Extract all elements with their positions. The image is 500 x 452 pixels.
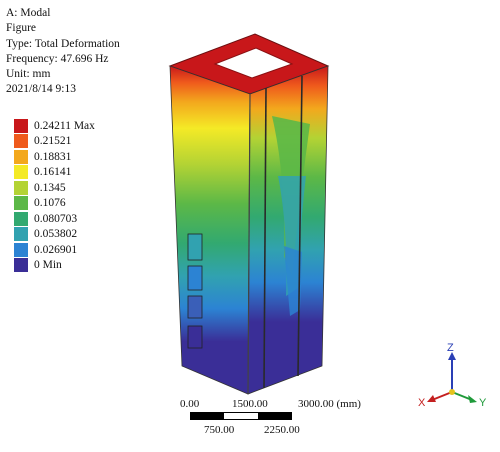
contour-legend: 0.24211 Max 0.21521 0.18831 0.16141 0.13… [14, 118, 95, 273]
scale-segment [224, 412, 258, 420]
model-top-opening [213, 47, 294, 79]
legend-swatch [14, 180, 28, 195]
legend-item: 0.18831 [14, 149, 95, 165]
legend-item: 0.24211 Max [14, 118, 95, 134]
legend-item: 0 Min [14, 258, 95, 274]
legend-swatch [14, 242, 28, 257]
legend-item: 0.1076 [14, 196, 95, 212]
window-opening [187, 233, 203, 261]
scale-label-3000: 3000.00 (mm) [298, 398, 361, 410]
legend-item: 0.026901 [14, 242, 95, 258]
z-axis-arrow [448, 352, 456, 360]
legend-swatch [14, 211, 28, 226]
legend-label: 0.1076 [34, 197, 66, 210]
scale-label-0: 0.00 [180, 398, 200, 410]
legend-label: 0.080703 [34, 212, 78, 225]
contour-band [278, 176, 306, 296]
unit: Unit: mm [6, 68, 51, 81]
legend-item: 0.080703 [14, 211, 95, 227]
legend-item: 0.053802 [14, 227, 95, 243]
legend-label: 0 Min [34, 259, 62, 272]
triad-origin [449, 389, 455, 395]
legend-item: 0.1345 [14, 180, 95, 196]
edge-line [297, 75, 303, 377]
scale-segment [190, 412, 224, 420]
timestamp: 2021/8/14 9:13 [6, 83, 76, 96]
legend-label: 0.18831 [34, 150, 72, 163]
edge-line [263, 87, 267, 389]
x-axis-line [431, 391, 453, 401]
scale-bar: 0.00 1500.00 3000.00 (mm) 750.00 2250.00 [168, 398, 368, 448]
edge-line [247, 93, 251, 395]
legend-swatch [14, 165, 28, 180]
scale-label-750: 750.00 [204, 424, 235, 436]
window-opening [187, 325, 203, 349]
x-axis-label: X [418, 397, 426, 409]
axis-triad: Z X Y [418, 342, 487, 409]
y-axis-line [451, 391, 473, 401]
legend-label: 0.1345 [34, 181, 66, 194]
y-axis-arrow [468, 395, 477, 403]
result-info: A: Modal Figure Type: Total Deformation … [6, 6, 120, 98]
frequency: Frequency: 47.696 Hz [6, 52, 109, 65]
deformed-model[interactable] [160, 26, 340, 396]
x-axis-arrow [427, 395, 436, 402]
legend-label: 0.16141 [34, 166, 72, 179]
legend-label: 0.24211 Max [34, 119, 95, 132]
legend-swatch [14, 134, 28, 149]
legend-item: 0.16141 [14, 165, 95, 181]
y-axis-label: Y [479, 397, 487, 409]
window-opening [187, 265, 203, 291]
scale-label-1500: 1500.00 [232, 398, 268, 410]
legend-swatch [14, 258, 28, 273]
scale-segment [258, 412, 292, 420]
legend-item: 0.21521 [14, 134, 95, 150]
figure-label: Figure [6, 22, 37, 35]
legend-swatch [14, 149, 28, 164]
legend-swatch [14, 196, 28, 211]
analysis-name: A: Modal [6, 7, 51, 19]
contour-band [284, 246, 302, 316]
window-opening [187, 295, 203, 319]
result-type: Type: Total Deformation [6, 37, 120, 50]
legend-label: 0.21521 [34, 135, 72, 148]
legend-label: 0.026901 [34, 243, 78, 256]
legend-label: 0.053802 [34, 228, 78, 241]
legend-swatch [14, 118, 28, 133]
scale-label-2250: 2250.00 [264, 424, 300, 436]
legend-swatch [14, 227, 28, 242]
model-left-face [169, 65, 251, 395]
z-axis-label: Z [447, 342, 454, 354]
